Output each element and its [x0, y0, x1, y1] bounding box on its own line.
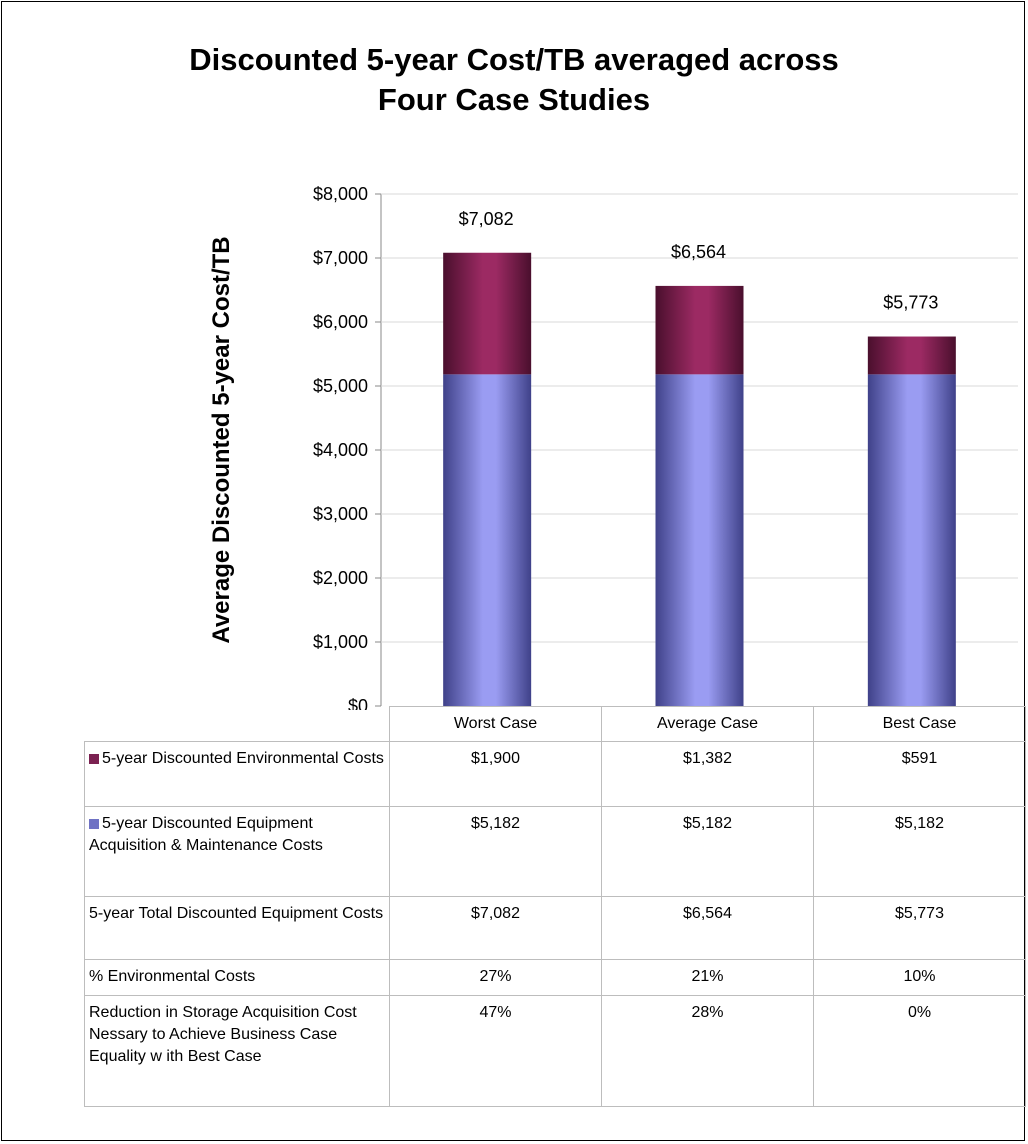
table-cell: $5,182: [601, 806, 814, 897]
table-cell: 10%: [813, 959, 1026, 996]
total-labels: $7,082 $6,564 $5,773: [459, 209, 939, 313]
y-tick-label: $5,000: [313, 376, 368, 396]
bar-environmental: [655, 285, 744, 375]
row-label-cell: Reduction in Storage Acquisition Cost Ne…: [84, 995, 390, 1107]
chart-title-line-1: Discounted 5-year Cost/TB averaged acros…: [189, 42, 839, 77]
table-cell: 47%: [389, 995, 602, 1107]
y-tick-label: $7,000: [313, 248, 368, 268]
table-cell: 0%: [813, 995, 1026, 1107]
row-label: 5-year Discounted Environmental Costs: [102, 750, 384, 767]
table-cell: 27%: [389, 959, 602, 996]
row-label-cell: 5-year Discounted Environmental Costs: [84, 741, 390, 807]
table-row: 5-year Discounted Environmental Costs $1,…: [84, 741, 1026, 807]
table-row: % Environmental Costs 27% 21% 10%: [84, 959, 1026, 996]
chart-title: Discounted 5-year Cost/TB averaged acros…: [0, 40, 1028, 120]
column-header: Worst Case: [389, 706, 602, 742]
total-label: $6,564: [671, 242, 726, 262]
bars: [443, 252, 956, 706]
table-cell: $5,182: [389, 806, 602, 897]
table-row: Reduction in Storage Acquisition Cost Ne…: [84, 995, 1026, 1107]
row-label: 5-year Total Discounted Equipment Costs: [89, 905, 384, 922]
row-label-cell: 5-year Discounted Equipment Acquisition …: [84, 806, 390, 897]
y-tick-label: $2,000: [313, 568, 368, 588]
bar-environmental: [867, 336, 956, 375]
row-label: 5-year Discounted Equipment Acquisition …: [89, 815, 323, 854]
table-row: 5-year Discounted Equipment Acquisition …: [84, 806, 1026, 897]
y-tick-label: $8,000: [313, 184, 368, 204]
bar-equipment: [867, 374, 956, 706]
y-tick-label: $4,000: [313, 440, 368, 460]
bar-environmental: [443, 252, 532, 375]
data-table: Worst Case Average Case Best Case 5-year Di…: [84, 706, 1026, 1107]
y-axis-ticks: $0$1,000$2,000$3,000$4,000$5,000$6,000$7…: [313, 184, 368, 710]
legend-key-env: [89, 754, 99, 764]
column-header: Best Case: [813, 706, 1026, 742]
total-label: $7,082: [459, 209, 514, 229]
chart-title-line-2: Four Case Studies: [377, 82, 651, 117]
y-tick-label: $1,000: [313, 632, 368, 652]
bar-equipment: [655, 374, 744, 706]
table-cell: $591: [813, 741, 1026, 807]
table-cell: $1,382: [601, 741, 814, 807]
table-corner: [84, 706, 390, 742]
column-header: Average Case: [601, 706, 814, 742]
bar-chart: $0$1,000$2,000$3,000$4,000$5,000$6,000$7…: [313, 184, 1018, 710]
table-cell: 21%: [601, 959, 814, 996]
table-cell: $5,182: [813, 806, 1026, 897]
table-row: 5-year Total Discounted Equipment Costs $…: [84, 896, 1026, 960]
table-cell: $7,082: [389, 896, 602, 960]
row-label-cell: 5-year Total Discounted Equipment Costs: [84, 896, 390, 960]
total-label: $5,773: [883, 293, 938, 313]
legend-key-eq: [89, 819, 99, 829]
table-cell: $5,773: [813, 896, 1026, 960]
table-cell: $1,900: [389, 741, 602, 807]
table-cell: 28%: [601, 995, 814, 1107]
y-tick-label: $6,000: [313, 312, 368, 332]
table-cell: $6,564: [601, 896, 814, 960]
row-label: % Environmental Costs: [89, 968, 256, 985]
row-label: Reduction in Storage Acquisition Cost Ne…: [89, 1004, 357, 1065]
y-tick-label: $3,000: [313, 504, 368, 524]
bar-equipment: [443, 374, 532, 706]
row-label-cell: % Environmental Costs: [84, 959, 390, 996]
table-header-row: Worst Case Average Case Best Case: [84, 706, 1026, 742]
